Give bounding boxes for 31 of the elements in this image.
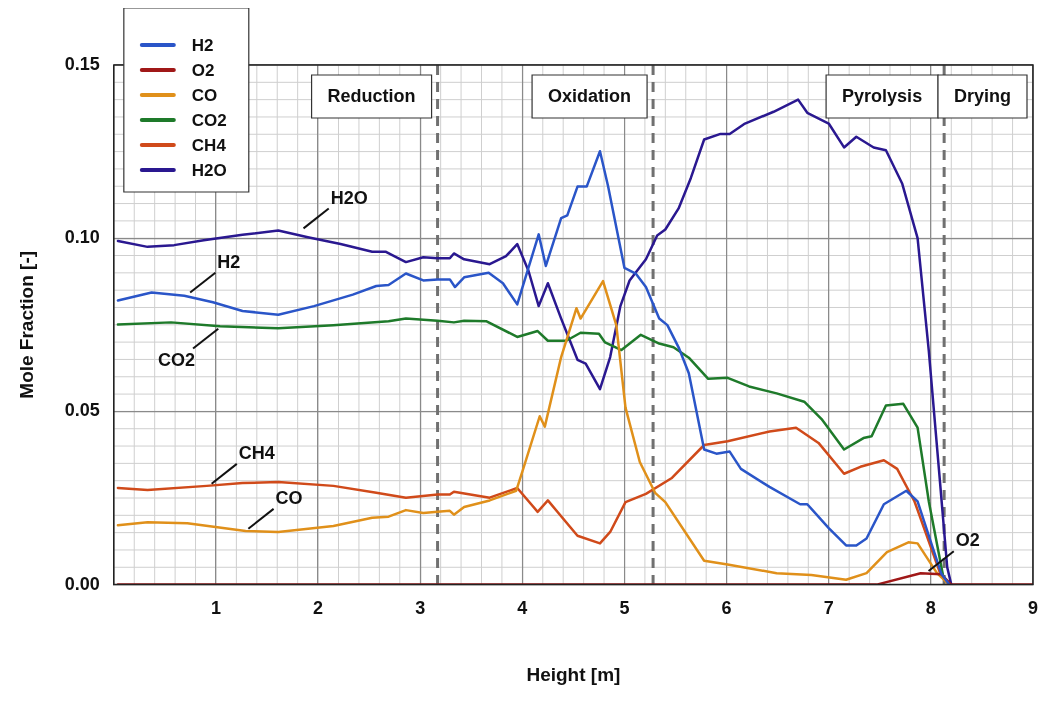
x-tick-label: 9	[1027, 598, 1038, 619]
x-tick-label: 8	[925, 598, 936, 619]
annotation: Oxidation	[548, 86, 632, 107]
x-tick-label: 5	[619, 598, 630, 619]
annotation: Drying	[953, 86, 1011, 107]
legend-label: H2	[191, 35, 214, 55]
x-tick-label: 4	[517, 598, 528, 619]
x-axis-title: Height [m]	[526, 663, 621, 685]
x-tick-label: 3	[415, 598, 426, 619]
y-tick-label: 0.10	[64, 227, 100, 248]
x-tick-label: 7	[823, 598, 834, 619]
annotation: O2	[955, 530, 980, 551]
legend-label: O2	[191, 60, 215, 80]
x-tick-label: 1	[210, 598, 221, 619]
y-tick-label: 0.00	[64, 573, 100, 594]
annotation: CH4	[238, 442, 275, 463]
annotation: Reduction	[327, 86, 416, 107]
annotation: H2	[217, 251, 241, 272]
annotation: CO	[275, 487, 303, 508]
legend-label: CO	[191, 85, 218, 105]
y-tick-label: 0.15	[64, 53, 100, 74]
y-axis-title: Mole Fraction [-]	[15, 250, 37, 399]
x-tick-label: 6	[721, 598, 732, 619]
y-tick-label: 0.05	[64, 400, 100, 421]
annotation: H2O	[330, 187, 368, 208]
legend-label: CO2	[191, 110, 227, 130]
legend-label: CH4	[191, 135, 227, 155]
annotation: CO2	[158, 349, 196, 370]
legend-label: H2O	[191, 160, 227, 180]
annotation: Pyrolysis	[842, 86, 923, 107]
x-tick-label: 2	[313, 598, 324, 619]
